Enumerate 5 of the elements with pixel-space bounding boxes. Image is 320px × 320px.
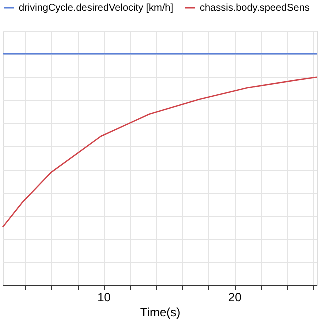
x-axis-title: Time(s) (140, 306, 181, 320)
legend-label: drivingCycle.desiredVelocity [km/h] (19, 3, 174, 14)
legend-label: chassis.body.speedSens (200, 3, 310, 14)
x-tick-label: 20 (228, 290, 242, 304)
x-tick-label: 10 (98, 290, 112, 304)
